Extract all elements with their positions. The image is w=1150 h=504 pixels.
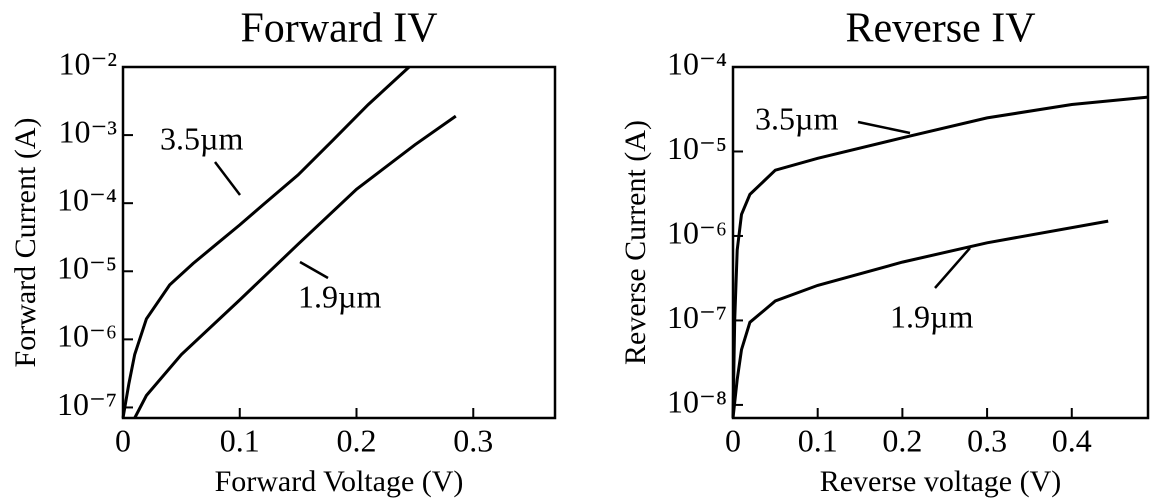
curve-label: 3.5µm (755, 100, 838, 136)
y-tick-label: 10⁻⁴ (57, 182, 117, 218)
x-axis-label: Forward Voltage (V) (215, 465, 464, 498)
curve (133, 114, 457, 419)
leader-line (857, 120, 911, 135)
y-tick-label: 10⁻⁵ (57, 250, 117, 286)
x-tick-label: 0.3 (453, 422, 493, 458)
plot-frame (731, 65, 1150, 420)
y-axis-label: Forward Current (A) (9, 118, 42, 368)
y-tick-label: 10⁻⁶ (57, 318, 117, 354)
x-tick-label: 0.4 (1052, 422, 1092, 458)
y-tick-label: 10⁻⁷ (667, 299, 727, 335)
y-tick-label: 10⁻⁷ (57, 386, 117, 422)
curve (731, 95, 1149, 419)
x-tick-label: 0 (725, 422, 741, 458)
y-tick-label: 10⁻⁵ (667, 130, 727, 166)
y-tick-label: 10⁻⁴ (667, 45, 727, 81)
curve (121, 65, 411, 419)
y-tick-label: 10⁻³ (59, 113, 117, 149)
x-axis-label: Reverse voltage (V) (820, 465, 1062, 498)
curve-label: 3.5µm (160, 120, 243, 156)
curve-label: 1.9µm (890, 298, 973, 334)
leader-line (214, 161, 241, 196)
y-tick-label: 10⁻² (59, 45, 117, 81)
curve-label: 1.9µm (298, 278, 381, 314)
x-tick-label: 0.1 (798, 422, 838, 458)
y-axis-label: Reverse Current (A) (619, 120, 652, 365)
curve (731, 219, 1109, 419)
leader-line (934, 247, 971, 289)
x-tick-label: 0.2 (337, 422, 377, 458)
x-tick-label: 0.2 (882, 422, 922, 458)
y-tick-label: 10⁻⁸ (667, 383, 727, 419)
leader-line (299, 260, 329, 280)
chart-title: Forward IV (240, 6, 437, 52)
x-tick-label: 0 (115, 422, 131, 458)
chart-title: Reverse IV (845, 6, 1035, 52)
plot-frame (121, 65, 557, 420)
y-tick-label: 10⁻⁶ (667, 214, 727, 250)
x-tick-label: 0.1 (220, 422, 260, 458)
x-tick-label: 0.3 (967, 422, 1007, 458)
